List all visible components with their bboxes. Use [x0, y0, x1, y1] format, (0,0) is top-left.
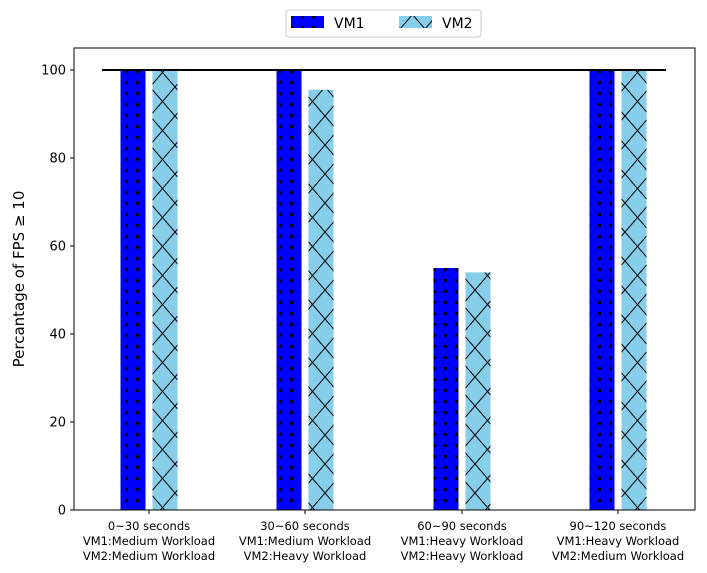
x-tick-label: VM1:Medium Workload: [239, 534, 371, 548]
y-tick-label: 0: [58, 504, 66, 519]
legend-swatch-vm1: [291, 16, 324, 28]
x-tick-label: VM1:Heavy Workload: [401, 534, 524, 548]
x-tick-label: VM2:Heavy Workload: [244, 549, 367, 563]
bar-vm1-3: [433, 268, 459, 510]
x-tick-label: 60~90 seconds: [417, 519, 507, 533]
x-tick-label: VM1:Heavy Workload: [557, 534, 680, 548]
y-tick-label: 40: [49, 328, 66, 343]
bar-vm1-2: [276, 70, 302, 510]
bars-layer: [120, 70, 647, 511]
y-axis-label: Percantage of FPS ≥ 10: [10, 191, 28, 368]
y-tick-label: 20: [49, 416, 66, 431]
bar-vm2-2: [308, 89, 334, 511]
x-tick-label: VM2:Heavy Workload: [401, 549, 524, 563]
x-tick-label: VM2:Medium Workload: [552, 549, 684, 563]
x-tick-label: 90~120 seconds: [570, 519, 667, 533]
y-tick-label: 100: [41, 64, 66, 79]
legend: VM1 VM2: [285, 9, 482, 38]
legend-label-vm2: VM2: [442, 16, 473, 32]
x-tick-label: VM2:Medium Workload: [83, 549, 215, 563]
plot-frame: [73, 47, 696, 511]
legend-frame: [285, 9, 482, 38]
bar-vm2-1: [152, 70, 178, 510]
bar-vm2-3: [465, 272, 491, 510]
bar-vm1-1: [120, 70, 146, 510]
bar-vm1-4: [589, 70, 615, 510]
legend-label-vm1: VM1: [334, 16, 365, 32]
x-tick-label: VM1:Medium Workload: [83, 534, 215, 548]
y-tick-label: 80: [49, 152, 66, 167]
y-tick-label: 60: [49, 240, 66, 255]
y-axis: 0 20 40 60 80 100: [41, 64, 74, 519]
legend-swatch-vm2: [399, 16, 432, 28]
x-tick-label: 0~30 seconds: [108, 519, 190, 533]
x-tick-label: 30~60 seconds: [260, 519, 350, 533]
bar-vm2-4: [621, 70, 647, 510]
